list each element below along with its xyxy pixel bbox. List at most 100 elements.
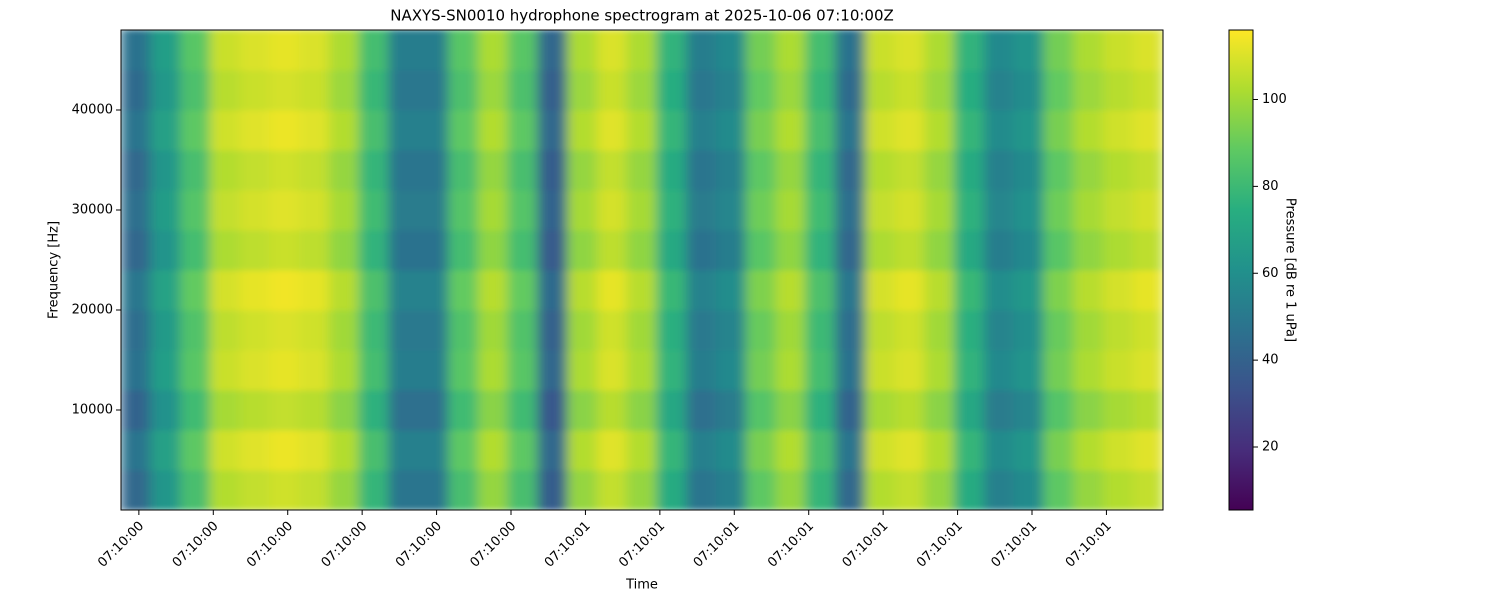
heat-cell (388, 69, 420, 111)
heat-cell (894, 469, 926, 510)
heat-cell (239, 229, 271, 271)
heat-cell (507, 109, 539, 151)
heat-cell (686, 309, 717, 351)
x-tick-label: 07:10:00 (95, 519, 147, 571)
heat-cell (1102, 269, 1134, 311)
x-tick-label: 07:10:01 (691, 519, 743, 571)
heat-cell (864, 149, 896, 191)
heat-cell (805, 189, 837, 231)
heat-cell (1073, 69, 1104, 111)
heat-cell (805, 269, 837, 311)
heat-cell (477, 189, 509, 231)
heat-cell (299, 269, 330, 311)
heat-cell (1073, 149, 1104, 191)
heat-cell (1132, 69, 1163, 111)
heat-cell (180, 149, 211, 191)
heat-cell (1132, 109, 1163, 151)
heat-cell (567, 30, 598, 71)
heat-cell (656, 469, 688, 510)
heat-cell (537, 469, 569, 510)
heat-cell (596, 229, 628, 271)
heat-cell (894, 69, 926, 111)
heat-cell (835, 469, 866, 510)
heat-cell (269, 469, 301, 510)
heat-cell (567, 149, 598, 191)
heat-cell (358, 309, 390, 351)
heat-cell (180, 429, 211, 471)
heat-cell (447, 389, 479, 431)
heat-cell (150, 429, 182, 471)
heat-cell (239, 469, 271, 510)
heat-cell (418, 269, 449, 311)
heat-cell (1043, 429, 1075, 471)
heat-cell (1073, 229, 1104, 271)
heat-cell (447, 69, 479, 111)
heat-cell (1102, 429, 1134, 471)
heat-cell (864, 109, 896, 151)
heat-cell (596, 429, 628, 471)
heat-cell (209, 30, 241, 71)
heat-cell (239, 30, 271, 71)
heat-cell (894, 309, 926, 351)
heat-cell (954, 189, 985, 231)
heat-cell (775, 469, 807, 510)
heat-cell (477, 109, 509, 151)
heat-cell (983, 349, 1015, 391)
heat-cell (924, 69, 956, 111)
heat-cell (1013, 269, 1045, 311)
heat-cell (477, 30, 509, 71)
heat-cell (269, 30, 301, 71)
heat-cell (626, 149, 658, 191)
x-tick-label: 07:10:00 (393, 519, 445, 571)
heat-cell (180, 349, 211, 391)
heat-cell (1102, 109, 1134, 151)
heat-cell (894, 269, 926, 311)
heat-cell (537, 109, 569, 151)
heat-cell (954, 309, 985, 351)
heat-cell (358, 269, 390, 311)
heat-cell (388, 109, 420, 151)
heat-cell (1013, 469, 1045, 510)
heat-cell (745, 309, 777, 351)
heat-cell (418, 189, 449, 231)
heat-cell (805, 389, 837, 431)
heat-cell (121, 349, 152, 391)
heat-cell (715, 69, 747, 111)
heat-cell (1102, 389, 1134, 431)
heat-cell (180, 469, 211, 510)
heat-cell (388, 469, 420, 510)
heat-cell (328, 69, 360, 111)
heat-cell (507, 429, 539, 471)
heat-cell (1132, 269, 1163, 311)
heat-cell (954, 149, 985, 191)
heat-cell (1132, 149, 1163, 191)
heat-cell (269, 189, 301, 231)
heat-cell (924, 109, 956, 151)
heat-cell (358, 349, 390, 391)
heat-cell (983, 469, 1015, 510)
heat-cell (358, 229, 390, 271)
heat-cell (715, 389, 747, 431)
colorbar-tick-label: 20 (1262, 440, 1279, 455)
heat-cell (447, 469, 479, 510)
heat-cell (1073, 189, 1104, 231)
heat-cell (507, 469, 539, 510)
heat-cell (1043, 149, 1075, 191)
heat-cell (835, 389, 866, 431)
heat-cell (715, 30, 747, 71)
heat-cell (775, 349, 807, 391)
heat-cell (596, 30, 628, 71)
heat-cell (924, 189, 956, 231)
y-tick-label: 20000 (72, 303, 113, 318)
heat-cell (983, 189, 1015, 231)
heat-cell (507, 309, 539, 351)
heat-cell (805, 349, 837, 391)
y-axis-label: Frequency [Hz] (47, 221, 62, 319)
heat-cell (1013, 429, 1045, 471)
x-tick-label: 07:10:00 (244, 519, 296, 571)
heat-cell (477, 429, 509, 471)
plot-frame (120, 29, 1164, 511)
heat-cell (209, 469, 241, 510)
heat-cell (447, 269, 479, 311)
heat-cell (835, 309, 866, 351)
